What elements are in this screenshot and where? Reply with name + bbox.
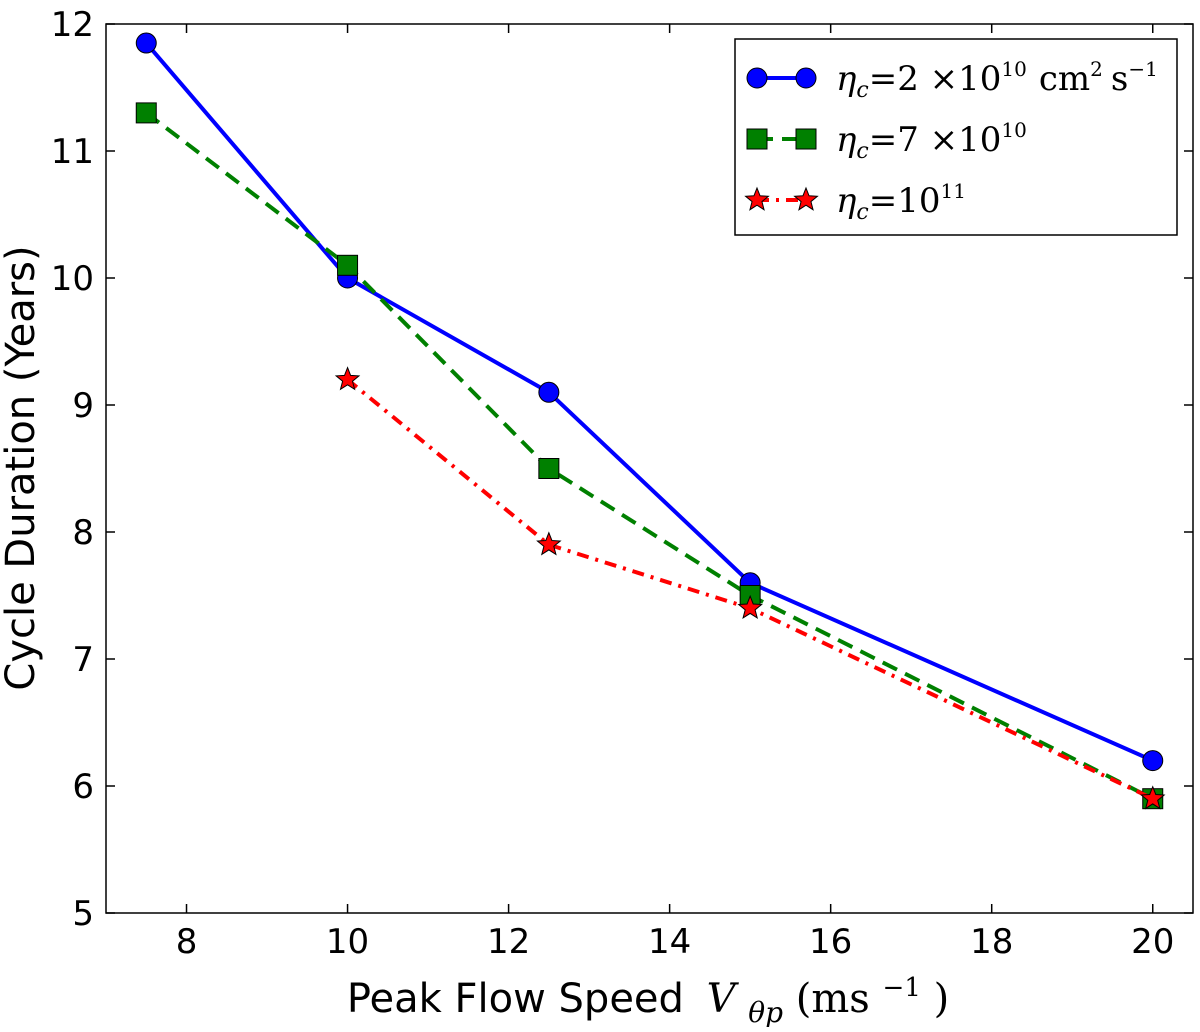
legend-value: =10 xyxy=(869,181,941,221)
y-tick-label: 8 xyxy=(72,513,94,553)
x-tick-label: 14 xyxy=(648,922,691,962)
legend-subscript: c xyxy=(856,78,868,103)
x-axis-label-symbol: V xyxy=(707,976,740,1022)
data-point xyxy=(337,254,359,276)
x-tick-label: 10 xyxy=(326,922,369,962)
data-point xyxy=(334,366,361,391)
legend-item: ηc=2 ×1010 cm2 s−1 xyxy=(746,57,1158,103)
x-tick-label: 12 xyxy=(487,922,530,962)
x-tick-label: 20 xyxy=(1131,922,1174,962)
data-point xyxy=(538,458,560,479)
x-axis-label-unit-open: (ms xyxy=(796,976,870,1022)
y-tick-label: 11 xyxy=(51,132,94,172)
data-point xyxy=(737,594,763,620)
data-point xyxy=(538,381,560,403)
legend-symbol: η xyxy=(836,59,857,99)
data-point xyxy=(135,32,157,54)
legend-marker xyxy=(795,67,817,89)
axes-layer: 8 10 12 14 16 18 20 5 6 7 8 9 10 11 12 xyxy=(51,5,1193,962)
data-point xyxy=(536,531,562,556)
x-axis-label-unit-close: ) xyxy=(934,976,950,1022)
legend-exponent: 11 xyxy=(940,179,965,203)
x-tick-label: 16 xyxy=(809,922,852,962)
legend-exponent: 10 xyxy=(1001,57,1026,81)
legend-marker xyxy=(744,186,770,211)
y-tick-label: 10 xyxy=(51,259,94,299)
legend-label: ηc=2 ×1010 cm2 s−1 xyxy=(836,57,1158,103)
series-layer xyxy=(135,32,1166,810)
x-axis-label-text: Peak Flow Speed xyxy=(347,976,684,1022)
legend-marker xyxy=(746,67,768,89)
series-3 xyxy=(334,366,1166,810)
data-point xyxy=(135,102,157,124)
x-axis-label-subscript: θp xyxy=(748,996,783,1027)
legend-label: ηc=1011 xyxy=(836,179,966,225)
legend-item: ηc=7 ×1010 xyxy=(746,118,1027,164)
plot-frame xyxy=(105,23,1194,914)
legend-symbol: η xyxy=(836,120,857,160)
x-tick-label: 18 xyxy=(970,922,1013,962)
y-tick-label: 5 xyxy=(72,894,94,934)
legend-subscript: c xyxy=(856,139,868,164)
y-tick-label: 7 xyxy=(72,640,94,680)
y-tick-label: 12 xyxy=(51,5,94,45)
x-axis-label: Peak Flow Speed V θp (ms −1 ) xyxy=(347,960,949,1027)
legend-marker xyxy=(793,186,819,211)
legend-unit: cm xyxy=(1039,59,1090,99)
data-point xyxy=(1142,750,1164,772)
y-tick-label: 9 xyxy=(72,386,94,426)
legend-exponent: 10 xyxy=(1001,118,1026,142)
legend-value: =2 ×10 xyxy=(869,59,1002,99)
legend-unit-exponent: −1 xyxy=(1128,57,1157,81)
legend-value: =7 ×10 xyxy=(869,120,1002,160)
x-axis-label-unit-exponent: −1 xyxy=(883,973,921,1003)
legend-symbol: η xyxy=(836,181,857,221)
legend-marker xyxy=(795,128,817,150)
y-axis-label: Cycle Duration (Years) xyxy=(0,245,44,690)
x-tick-label: 8 xyxy=(176,922,198,962)
legend-unit: s xyxy=(1111,59,1128,99)
legend-item: ηc=1011 xyxy=(744,179,966,225)
legend-label: ηc=7 ×1010 xyxy=(836,118,1027,164)
legend-marker xyxy=(746,128,768,150)
data-point xyxy=(1140,785,1166,810)
legend-unit-exponent: 2 xyxy=(1090,57,1103,81)
legend-subscript: c xyxy=(856,200,868,225)
y-tick-label: 6 xyxy=(72,767,94,807)
